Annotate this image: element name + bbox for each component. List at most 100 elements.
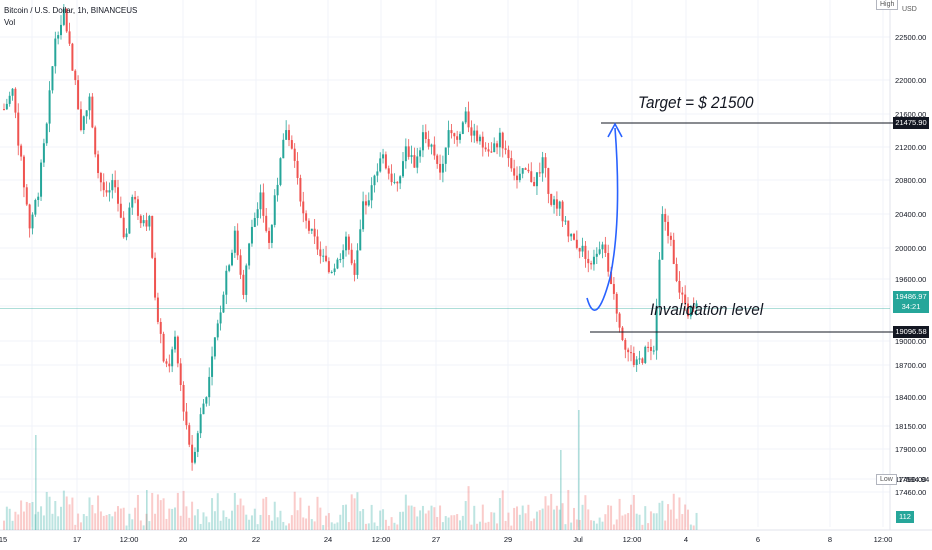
candle-body — [327, 261, 330, 273]
volume-bar — [119, 508, 122, 530]
candle-body — [270, 224, 273, 243]
candle-body — [279, 158, 282, 185]
x-tick-label: 12:00 — [623, 535, 642, 544]
volume-bar — [424, 513, 427, 530]
volume-bar — [433, 507, 436, 530]
volume-bar — [421, 505, 424, 530]
candle-body — [490, 151, 493, 153]
volume-bar — [165, 518, 168, 530]
low-tag: Low — [876, 474, 897, 485]
candle-body — [57, 35, 60, 39]
volume-bar — [379, 510, 382, 530]
candle-body — [421, 132, 424, 151]
x-tick-label: 17 — [73, 535, 81, 544]
candle-body — [119, 203, 122, 218]
volume-bar — [259, 514, 262, 530]
volume-bar — [233, 492, 236, 530]
x-tick-label: 15 — [0, 535, 7, 544]
candle-body — [165, 361, 168, 364]
candle-body — [621, 327, 624, 340]
target-annotation[interactable]: Target = $ 21500 — [638, 93, 754, 112]
y-tick-label: 17460.00 — [895, 475, 926, 484]
candle-body — [91, 96, 94, 128]
volume-bar — [151, 492, 154, 530]
volume-bar — [319, 507, 322, 530]
candle-body — [689, 306, 692, 317]
candle-body — [37, 196, 40, 200]
volume-bar — [658, 502, 661, 530]
volume-bar — [667, 504, 670, 530]
candle-body — [156, 297, 159, 322]
candle-body — [236, 230, 239, 256]
volume-bar — [228, 518, 231, 530]
volume-bar — [684, 504, 687, 530]
candle-body — [578, 247, 581, 252]
volume-legend: Vol — [4, 18, 16, 27]
candle-body — [399, 176, 402, 184]
candle-body — [336, 259, 339, 269]
candle-body — [450, 130, 453, 134]
volume-bar — [678, 497, 681, 530]
volume-bar — [296, 510, 299, 530]
volume-bar — [561, 503, 564, 530]
volume-bar — [99, 511, 102, 530]
candle-body — [516, 175, 518, 181]
candle-body — [359, 229, 362, 251]
volume-bar — [74, 524, 77, 530]
volume-bar — [578, 410, 580, 530]
volume-bar — [581, 504, 584, 530]
volume-bar — [367, 523, 370, 530]
volume-bar — [191, 501, 194, 530]
candle-body — [51, 66, 54, 91]
target-price-badge: 21475.90 — [893, 117, 929, 129]
volume-bar — [139, 520, 142, 530]
candle-body — [610, 271, 613, 285]
volume-bar — [672, 493, 675, 530]
candle-body — [276, 184, 279, 196]
volume-badge: 112 — [896, 511, 914, 523]
volume-bar — [202, 512, 205, 530]
volume-bar — [94, 513, 97, 530]
candle-body — [467, 111, 470, 128]
current-price-badge: 19486.97 — [893, 291, 929, 303]
candle-body — [384, 154, 387, 169]
volume-bar — [25, 501, 28, 530]
volume-bar — [689, 524, 692, 530]
volume-bar — [196, 509, 199, 530]
candle-body — [182, 384, 185, 412]
candle-body — [285, 130, 288, 140]
candle-body — [74, 70, 77, 81]
candle-body — [430, 144, 433, 147]
volume-bar — [68, 504, 71, 530]
volume-bar — [399, 511, 402, 530]
candle-body — [305, 213, 308, 221]
invalidation-annotation[interactable]: Invalidation level — [650, 300, 764, 319]
candle-body — [547, 168, 550, 194]
candle-body — [496, 143, 499, 148]
volume-bar — [419, 510, 422, 530]
x-tick-label: 24 — [324, 535, 332, 544]
candle-body — [159, 321, 162, 334]
volume-bar — [498, 498, 501, 530]
x-tick-label: 12:00 — [120, 535, 139, 544]
volume-bar — [102, 515, 105, 530]
volume-bar — [436, 516, 439, 530]
y-tick-label: 21200.00 — [895, 143, 926, 152]
invalidation-price-badge: 19096.58 — [893, 326, 929, 338]
candle-body — [604, 244, 607, 253]
volume-bar — [630, 504, 632, 530]
candle-body — [345, 236, 347, 251]
volume-bar — [359, 511, 362, 530]
volume-bar — [592, 520, 595, 530]
candle-body — [28, 204, 31, 229]
candle-body — [193, 451, 196, 463]
volume-bar — [82, 514, 85, 530]
volume-bar — [501, 490, 504, 530]
volume-bar — [222, 510, 225, 530]
candle-body — [60, 24, 62, 36]
symbol-title: Bitcoin / U.S. Dollar, 1h, BINANCEUS — [4, 6, 138, 15]
candle-body — [382, 154, 385, 159]
candle-body — [5, 103, 8, 110]
volume-bar — [413, 506, 416, 530]
